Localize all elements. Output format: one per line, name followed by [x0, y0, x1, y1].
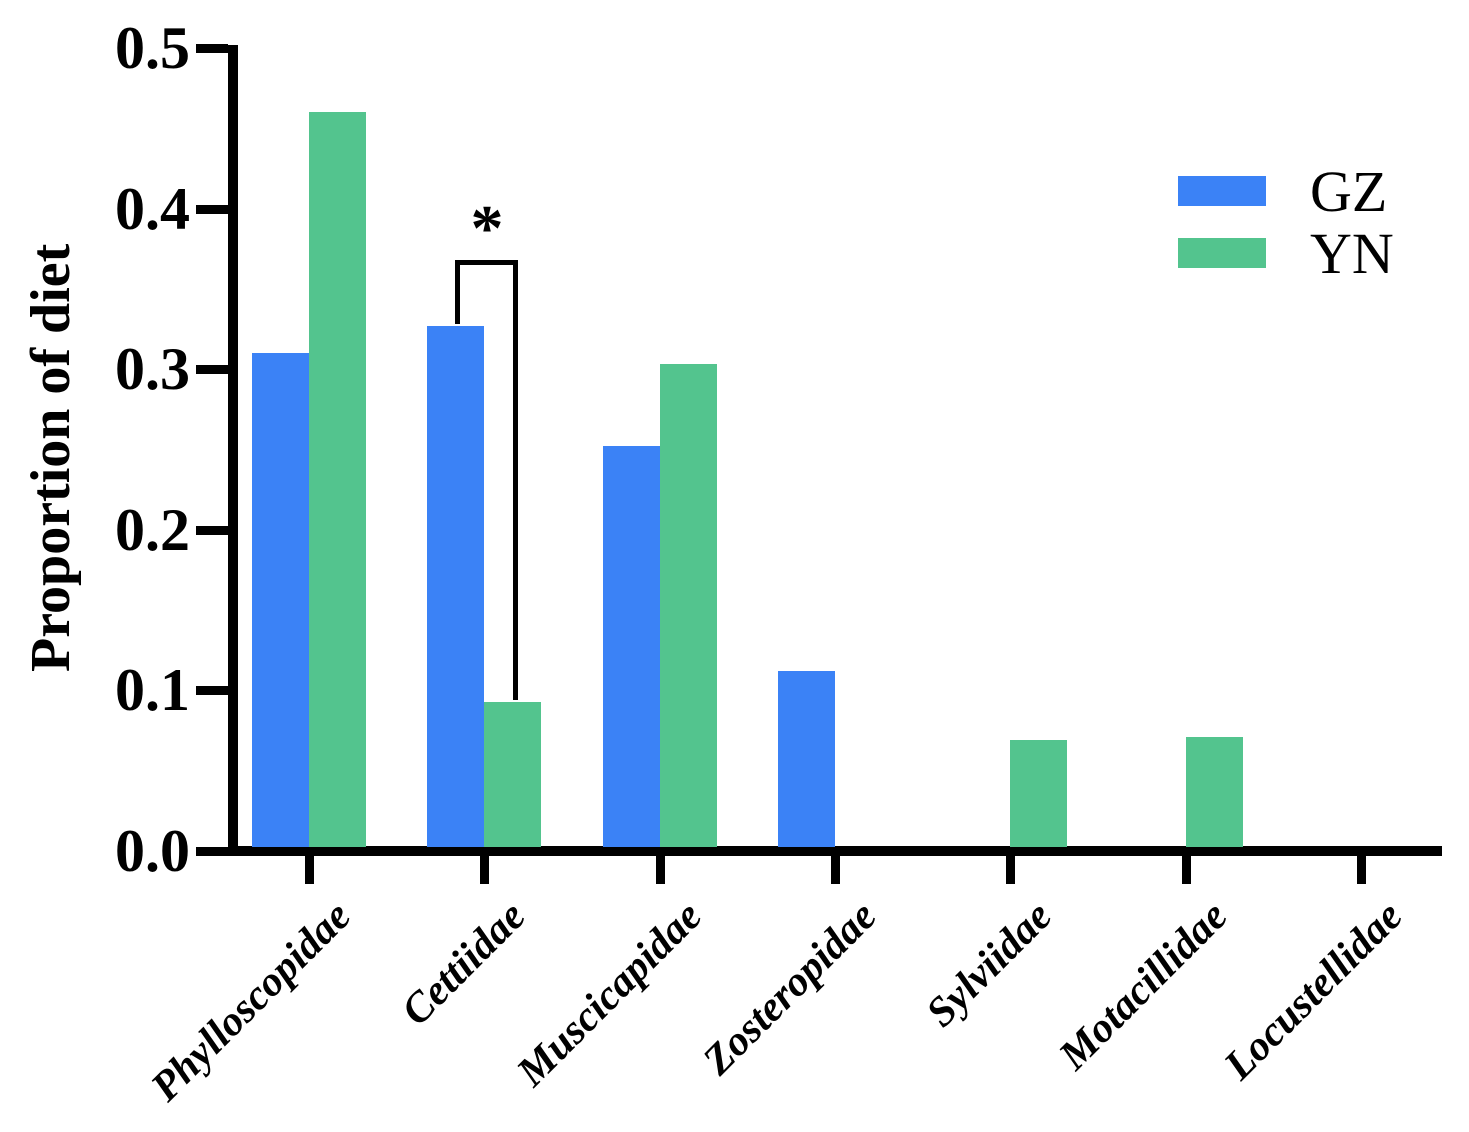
- y-tick-label: 0.0: [115, 818, 190, 884]
- legend-swatch-yn: [1178, 238, 1266, 268]
- y-tick-mark: [196, 44, 228, 53]
- significance-asterisk: *: [470, 192, 504, 265]
- x-category-label: Cettiidae: [393, 893, 535, 1035]
- bar-yn-motacillidae: [1186, 737, 1243, 847]
- x-tick-mark: [480, 856, 489, 884]
- bar-gz-phylloscopidae: [252, 353, 309, 847]
- y-axis-title: Proportion of diet: [20, 243, 82, 672]
- x-tick-mark: [656, 856, 665, 884]
- legend-row-yn: YN: [1178, 220, 1394, 286]
- x-category-label: Muscicapidae: [508, 893, 711, 1096]
- bar-yn-cettiidae: [484, 702, 541, 847]
- y-tick-mark: [196, 686, 228, 695]
- x-tick-mark: [1006, 856, 1015, 884]
- x-tick-mark: [1357, 856, 1366, 884]
- x-axis-line: [228, 846, 1442, 856]
- x-tick-mark: [305, 856, 314, 884]
- x-category-label: Sylviidae: [917, 893, 1061, 1037]
- y-tick-mark: [196, 526, 228, 535]
- y-tick-mark: [196, 847, 228, 856]
- bar-yn-sylviidae: [1010, 740, 1067, 847]
- significance-bracket-right: [513, 260, 518, 700]
- legend-row-gz: GZ: [1178, 158, 1394, 224]
- x-category-label: Motacillidae: [1050, 893, 1237, 1079]
- significance-bracket-top: [455, 260, 518, 265]
- y-tick-label: 0.5: [115, 15, 190, 81]
- bar-yn-muscicapidae: [660, 364, 717, 847]
- x-tick-mark: [1182, 856, 1191, 884]
- legend-swatch-gz: [1178, 176, 1266, 206]
- x-category-label: Zosteropidae: [694, 893, 886, 1084]
- x-category-label: Locustellidae: [1215, 893, 1412, 1089]
- y-tick-label: 0.2: [115, 497, 190, 563]
- y-axis-line: [228, 45, 238, 856]
- y-tick-label: 0.4: [115, 176, 190, 242]
- bar-gz-muscicapidae: [603, 446, 660, 847]
- y-tick-mark: [196, 205, 228, 214]
- y-tick-mark: [196, 365, 228, 374]
- x-tick-mark: [831, 856, 840, 884]
- bar-gz-zosteropidae: [778, 671, 835, 847]
- bar-yn-phylloscopidae: [309, 112, 366, 847]
- bar-gz-cettiidae: [427, 326, 484, 847]
- y-tick-label: 0.3: [115, 336, 190, 402]
- legend-label-gz: GZ: [1310, 158, 1388, 224]
- y-tick-label: 0.1: [115, 657, 190, 723]
- legend-label-yn: YN: [1310, 220, 1394, 286]
- x-category-label: Phylloscopidae: [142, 893, 360, 1111]
- significance-bracket-left: [455, 260, 460, 324]
- legend: GZ YN: [1178, 158, 1394, 286]
